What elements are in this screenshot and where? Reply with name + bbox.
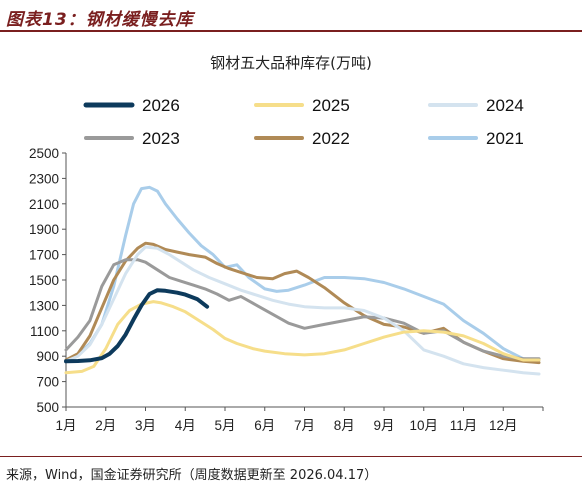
x-tick-label: 10月 — [409, 418, 438, 433]
legend-label-2026: 2026 — [142, 96, 180, 115]
x-tick-label: 11月 — [450, 418, 478, 433]
series-line-2026 — [64, 288, 210, 364]
y-tick-label: 1100 — [30, 324, 59, 339]
series-line-2025 — [64, 300, 541, 375]
x-tick-label: 12月 — [489, 418, 518, 433]
x-tick-label: 9月 — [373, 418, 394, 433]
legend-label-2022: 2022 — [312, 129, 350, 148]
series-line-2021 — [64, 185, 541, 363]
x-tick-label: 7月 — [294, 418, 315, 433]
legend-label-2023: 2023 — [142, 129, 180, 148]
x-tick-label: 2月 — [95, 418, 116, 433]
legend-label-2024: 2024 — [486, 96, 524, 115]
footer-divider — [0, 456, 582, 457]
legend-label-2025: 2025 — [312, 96, 350, 115]
x-tick-label: 6月 — [254, 418, 275, 433]
y-tick-label: 1500 — [29, 273, 59, 288]
series-line-2022 — [64, 241, 541, 365]
source-note: 来源，Wind，国金证券研究所（周度数据更新至 2026.04.17） — [6, 468, 378, 483]
y-tick-label: 2500 — [29, 146, 59, 161]
y-tick-label: 700 — [36, 375, 59, 390]
series-line-2024 — [64, 245, 541, 376]
y-tick-label: 2300 — [29, 171, 59, 186]
chart-legend: 2026 2025 2024 2023 2022 2021 — [83, 96, 524, 148]
x-tick-label: 8月 — [334, 418, 355, 433]
y-tick-label: 1900 — [29, 222, 59, 237]
figure-title: 图表13：钢材缓慢去库 — [6, 10, 194, 30]
chart-series — [64, 185, 541, 376]
header-divider — [0, 30, 582, 32]
y-tick-label: 900 — [36, 349, 59, 364]
figure-header: 图表13：钢材缓慢去库 — [0, 0, 582, 34]
legend-label-2021: 2021 — [486, 129, 524, 148]
y-tick-label: 1300 — [29, 298, 59, 313]
x-tick-label: 5月 — [214, 418, 235, 433]
x-tick-label: 1月 — [55, 418, 76, 433]
y-tick-label: 500 — [36, 400, 59, 415]
y-tick-label: 1700 — [29, 248, 59, 263]
y-tick-label: 2100 — [29, 197, 59, 212]
chart-title: 钢材五大品种库存(万吨) — [210, 54, 372, 72]
x-tick-label: 3月 — [135, 418, 156, 433]
x-tick-label: 4月 — [175, 418, 196, 433]
chart-axes: 2500 2300 2100 1900 1700 1500 1300 1100 900 700 50… — [29, 146, 544, 433]
